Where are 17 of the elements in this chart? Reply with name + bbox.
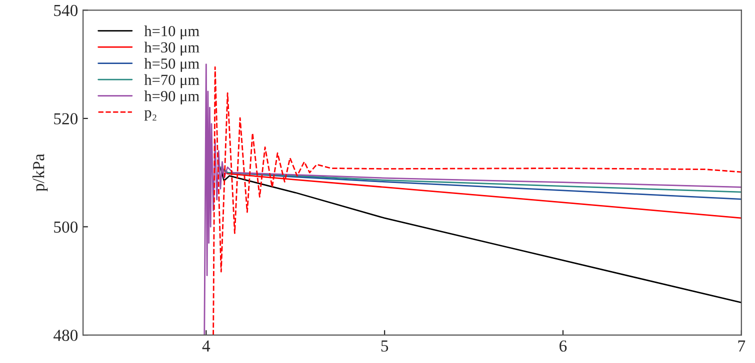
legend-label: h=30 μm: [144, 42, 200, 56]
x-tick-label: 6: [560, 340, 567, 352]
y-tick-label: 480: [54, 330, 78, 341]
x-tick-label: 5: [381, 340, 388, 352]
line-series: [220, 166, 742, 304]
legend-label: h=90 μm: [144, 90, 200, 104]
y-axis-title: p/kPa: [32, 154, 48, 192]
legend-label: p₂: [144, 110, 156, 121]
x-tick-label: 7: [738, 340, 746, 352]
legend-label: h=50 μm: [144, 58, 200, 72]
legend-label: h=70 μm: [144, 74, 200, 88]
legend-label: h=10 μm: [144, 26, 200, 40]
y-tick-label: 520: [54, 113, 78, 124]
x-tick-label: 4: [202, 340, 210, 352]
y-tick-label: 500: [54, 221, 78, 233]
line-series: [220, 166, 742, 193]
y-tick-label: 540: [54, 4, 78, 16]
